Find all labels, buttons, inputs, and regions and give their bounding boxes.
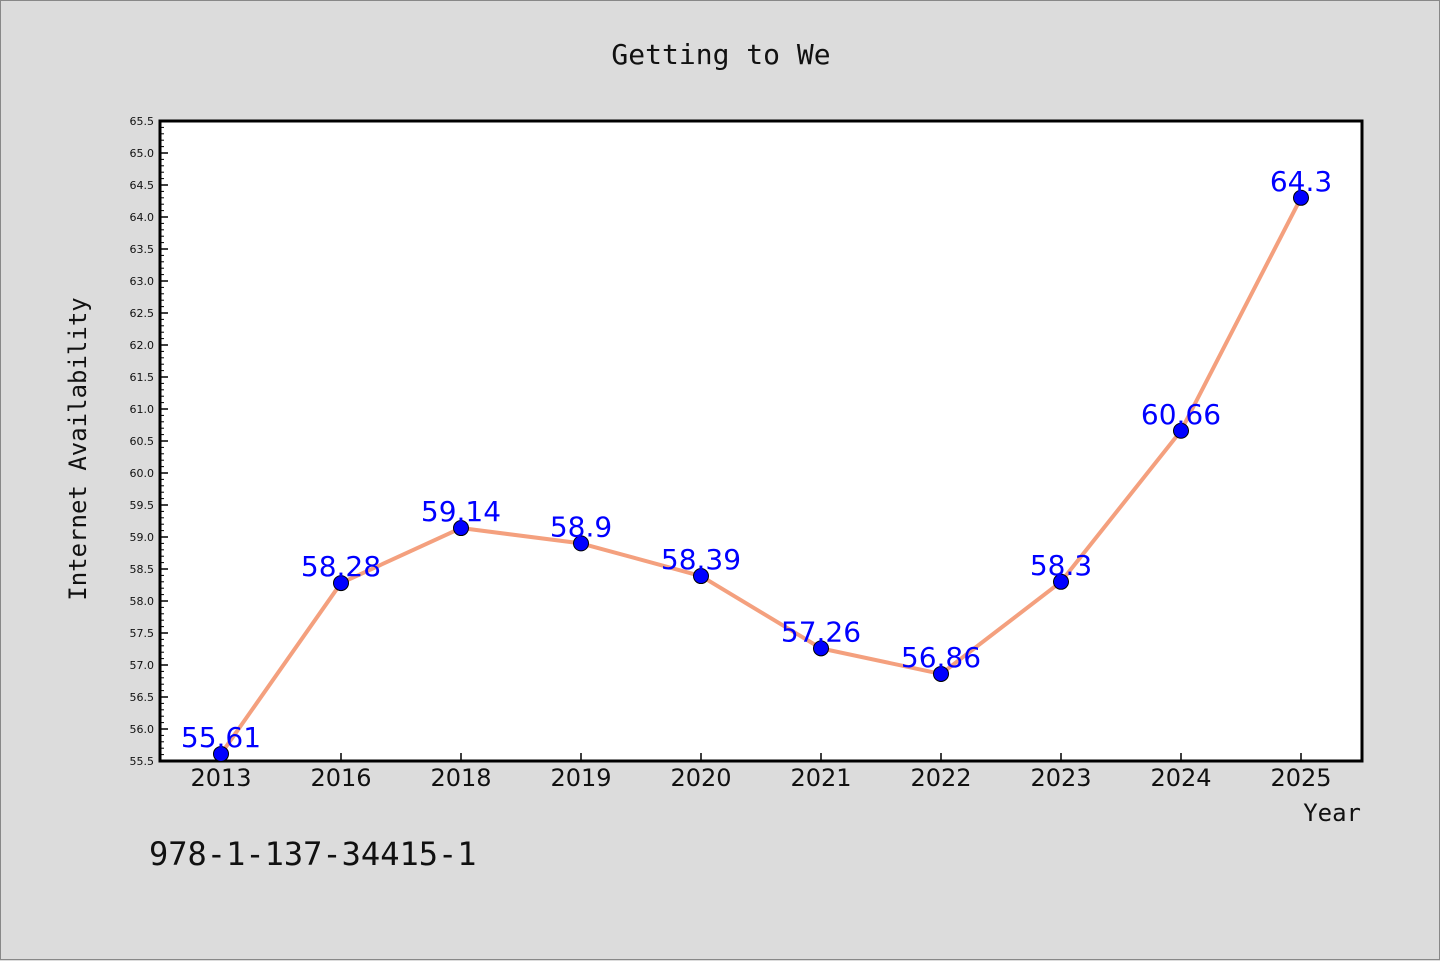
x-tick-label: 2020 (670, 764, 731, 792)
y-tick-label: 65.0 (130, 147, 155, 160)
y-tick-label: 59.0 (130, 531, 155, 544)
y-tick-label: 62.0 (130, 339, 155, 352)
y-tick-label: 56.0 (130, 723, 155, 736)
x-tick-label: 2013 (190, 764, 251, 792)
data-point (1173, 422, 1189, 439)
data-label: 59.14 (421, 495, 501, 528)
data-label: 58.39 (661, 543, 741, 576)
chart-title: Getting to We (611, 38, 830, 71)
x-tick-label: 2024 (1150, 764, 1211, 792)
series-line-group (219, 195, 1303, 756)
y-tick-label: 58.5 (130, 563, 155, 576)
data-label-group: 55.61 58.28 59.14 58.9 58.39 57.26 56.86 58.3 60… (181, 165, 1332, 754)
data-point (453, 520, 469, 537)
data-label: 58.28 (301, 550, 381, 583)
data-point (933, 665, 949, 682)
data-label: 64.3 (1270, 165, 1332, 198)
y-tick-label: 56.5 (130, 691, 155, 704)
y-tick-label: 55.5 (130, 755, 155, 768)
y-tick-label: 59.5 (130, 499, 155, 512)
x-tick-label: 2025 (1270, 764, 1331, 792)
data-label: 60.66 (1141, 398, 1221, 431)
x-axis-label: Year (1303, 799, 1361, 827)
x-tick-label: 2023 (1030, 764, 1091, 792)
y-tick-label: 61.0 (130, 403, 155, 416)
y-tick-label: 60.5 (130, 435, 155, 448)
isbn-text: 978-1-137-34415-1 (149, 835, 477, 873)
data-point-group (213, 189, 1309, 762)
data-point (693, 568, 709, 585)
data-label: 56.86 (901, 641, 981, 674)
data-point (333, 575, 349, 592)
y-tick-label: 65.5 (130, 115, 155, 128)
y-tick-label: 57.5 (130, 627, 155, 640)
data-label: 57.26 (781, 615, 861, 648)
plot-area (158, 119, 1364, 763)
y-tick-label: 58.0 (130, 595, 155, 608)
y-tick-label: 61.5 (130, 371, 155, 384)
x-axis: 2013 2016 2018 2019 2020 2021 2022 2023 2024 2025 (190, 753, 1332, 792)
y-tick-label: 64.5 (130, 179, 155, 192)
x-tick-label: 2016 (310, 764, 371, 792)
data-point (1293, 189, 1309, 206)
y-tick-label: 60.0 (130, 467, 155, 480)
y-tick-label: 57.0 (130, 659, 155, 672)
y-axis-label: Internet Availability (64, 297, 92, 600)
data-label: 58.3 (1030, 549, 1092, 582)
y-tick-label: 64.0 (130, 211, 155, 224)
y-tick-label: 63.5 (130, 243, 155, 256)
y-tick-label: 63.0 (130, 275, 155, 288)
y-tick-label: 62.5 (130, 307, 155, 320)
data-label: 58.9 (550, 510, 612, 543)
data-label: 55.61 (181, 721, 261, 754)
x-tick-label: 2019 (550, 764, 611, 792)
data-point (213, 745, 229, 762)
data-point (1053, 573, 1069, 590)
x-tick-label: 2022 (910, 764, 971, 792)
series-line (219, 195, 1303, 756)
data-point (813, 640, 829, 657)
x-tick-label: 2021 (790, 764, 851, 792)
x-tick-label: 2018 (430, 764, 491, 792)
data-point (573, 535, 589, 552)
y-axis: 55.5 56.0 56.5 57.0 57.5 58.0 58.5 59.0 59.5 60.0… (130, 115, 168, 768)
